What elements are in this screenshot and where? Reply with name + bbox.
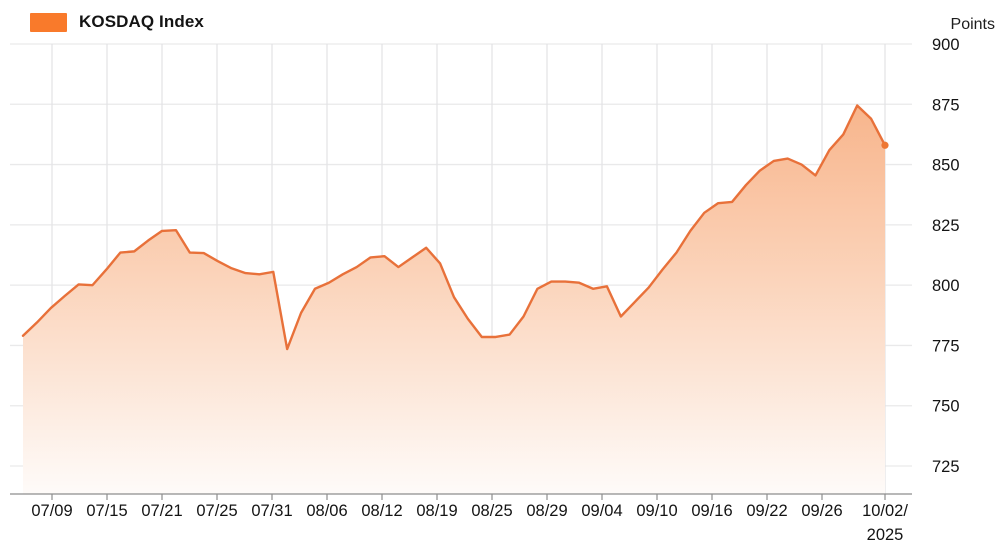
x-tick-label-8: 08/25 (471, 502, 512, 520)
y-tick-label-900: 900 (932, 36, 960, 54)
x-tick-label-1: 07/15 (86, 502, 127, 520)
y-tick-label-775: 775 (932, 337, 960, 355)
x-axis-tick-labels: 07/09 07/15 07/21 07/25 07/31 08/06 08/12 08/19… (31, 502, 908, 544)
legend-label-kosdaq: KOSDAQ Index (79, 12, 204, 31)
y-axis-unit-label: Points (950, 16, 995, 33)
x-tick-label-7: 08/19 (416, 502, 457, 520)
y-tick-label-825: 825 (932, 217, 960, 235)
x-tick-label-10: 09/04 (581, 502, 622, 520)
y-tick-label-850: 850 (932, 157, 960, 175)
x-tick-label-12: 09/16 (691, 502, 732, 520)
x-tick-label-4: 07/31 (251, 502, 292, 520)
chart-legend: KOSDAQ Index (30, 10, 204, 34)
series-end-point-marker (881, 141, 889, 149)
x-tick-label-15: 10/02/2025 (862, 502, 908, 544)
x-tick-label-9: 08/29 (526, 502, 567, 520)
y-tick-label-800: 800 (932, 277, 960, 295)
x-tick-label-14: 09/26 (801, 502, 842, 520)
y-tick-label-750: 750 (932, 398, 960, 416)
x-tick-label-3: 07/25 (196, 502, 237, 520)
series-line-kosdaq (21, 104, 887, 351)
x-tick-label-5: 08/06 (306, 502, 347, 520)
x-tick-label-13: 09/22 (746, 502, 787, 520)
legend-color-swatch-kosdaq (30, 12, 67, 32)
x-axis-line (10, 493, 912, 500)
y-tick-label-725: 725 (932, 458, 960, 476)
y-tick-label-875: 875 (932, 96, 960, 114)
x-tick-label-0: 07/09 (31, 502, 72, 520)
x-tick-label-2: 07/21 (141, 502, 182, 520)
y-axis-tick-labels: 900 875 850 825 800 775 750 725 (932, 36, 960, 476)
x-tick-label-6: 08/12 (361, 502, 402, 520)
series-area-fill (23, 105, 885, 495)
x-tick-label-11: 09/10 (636, 502, 677, 520)
series-kosdaq-index (21, 104, 889, 495)
